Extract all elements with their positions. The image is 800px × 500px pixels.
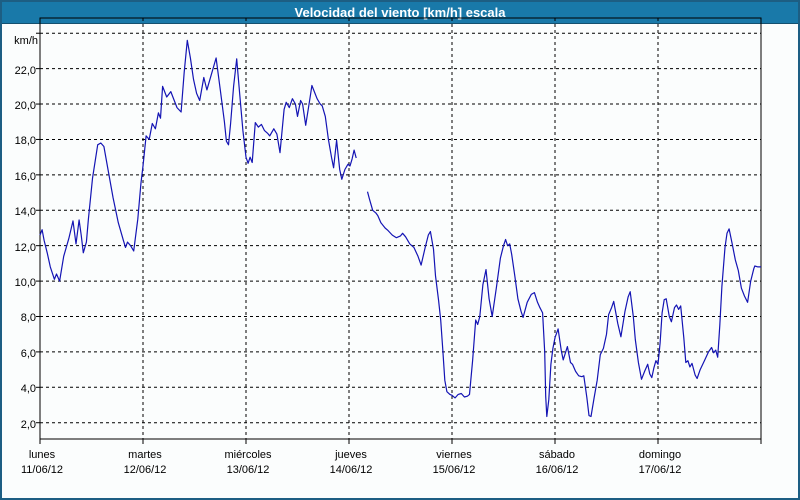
day-date: 15/06/12 — [432, 464, 476, 476]
day-name: miércoles — [224, 449, 272, 461]
y-axis-tick-label: 18,0 — [14, 135, 36, 148]
day-name: jueves — [335, 449, 367, 461]
chart-title: Velocidad del viento [km/h] escala — [294, 5, 506, 20]
y-axis-tick-label: 10,0 — [14, 277, 36, 290]
day-name: martes — [128, 449, 162, 461]
day-date: 14/06/12 — [329, 464, 373, 476]
y-axis-tick-label: 6,0 — [20, 347, 36, 360]
day-name: lunes — [28, 449, 56, 461]
day-date: 12/06/12 — [123, 464, 167, 476]
x-axis-day-label: lunes 11/06/12 — [21, 448, 63, 478]
y-axis-tick-label: 4,0 — [20, 383, 36, 396]
x-axis-day-label: domingo 17/06/12 — [639, 448, 682, 478]
day-date: 13/06/12 — [226, 464, 270, 476]
y-axis-unit-label: km/h — [14, 35, 38, 47]
y-axis-tick-label: 8,0 — [20, 312, 36, 325]
day-date: 17/06/12 — [638, 464, 682, 476]
day-name: sábado — [538, 449, 576, 461]
y-axis-tick-label: 16,0 — [14, 170, 36, 183]
y-axis-tick-label: 12,0 — [14, 241, 36, 254]
day-date: 11/06/12 — [20, 464, 64, 476]
x-axis-day-label: miércoles 13/06/12 — [224, 448, 271, 478]
x-axis-day-label: jueves 14/06/12 — [330, 448, 373, 478]
y-axis-tick-label: 14,0 — [14, 206, 36, 219]
x-axis-day-label: sábado 16/06/12 — [536, 448, 579, 478]
x-axis-day-label: viernes 15/06/12 — [433, 448, 476, 478]
y-axis-tick-label: 22,0 — [14, 64, 36, 77]
day-name: domingo — [638, 449, 682, 461]
day-name: viernes — [436, 449, 472, 461]
y-axis-tick-label: 20,0 — [14, 100, 36, 113]
wind-speed-line — [39, 39, 357, 282]
y-axis-tick-label: 2,0 — [20, 418, 36, 431]
day-date: 16/06/12 — [535, 464, 579, 476]
plot-frame — [39, 17, 762, 440]
wind-speed-line — [366, 191, 761, 418]
x-axis-day-label: martes 12/06/12 — [124, 448, 167, 478]
